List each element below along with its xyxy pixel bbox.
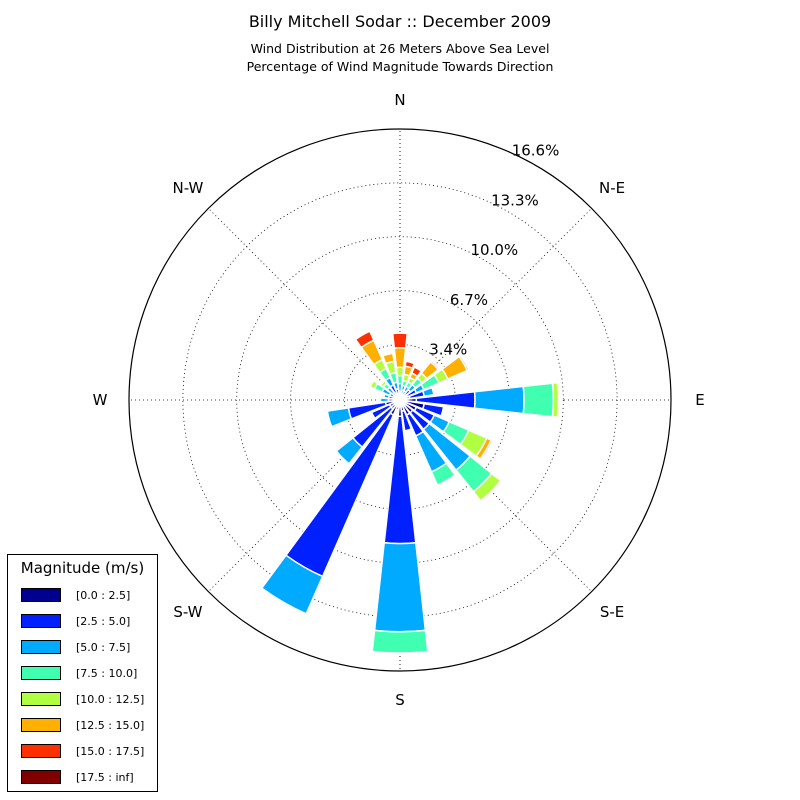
direction-label: N-E [599, 179, 625, 197]
legend-swatch [21, 692, 61, 706]
legend-label: [15.0 : 17.5] [76, 745, 145, 758]
rose-bar-segment [522, 382, 555, 418]
legend-label: [2.5 : 5.0] [76, 615, 131, 628]
rose-bar-segment [260, 554, 324, 615]
legend: Magnitude (m/s) [0.0 : 2.5] [2.5 : 5.0] … [7, 554, 158, 792]
rose-bar-segment [335, 436, 364, 465]
legend-label: [17.5 : inf] [76, 771, 134, 784]
legend-label: [12.5 : 15.0] [76, 719, 145, 732]
rose-bar-segment [376, 396, 380, 404]
direction-label: S-E [600, 603, 624, 621]
rose-bar-segment [367, 378, 375, 388]
rose-bar-segment [421, 386, 435, 398]
direction-label: S [395, 691, 405, 709]
rose-bar-segment [326, 407, 353, 428]
chart-subtitle-description: Percentage of Wind Magnitude Towards Dir… [246, 59, 554, 74]
legend-label: [7.5 : 10.0] [76, 667, 138, 680]
legend-swatch [21, 666, 61, 680]
legend-swatch [21, 640, 61, 654]
radial-tick-label: 10.0% [471, 241, 519, 259]
legend-swatch [21, 744, 61, 758]
radial-tick-label: 16.6% [512, 142, 560, 160]
radial-gridline [208, 208, 401, 401]
direction-label: W [93, 391, 108, 409]
radial-tick-label: 3.4% [429, 341, 467, 359]
direction-label: S-W [173, 603, 202, 621]
rose-bar-segment [473, 385, 525, 415]
rose-bar-segment [373, 541, 427, 633]
legend-title: Magnitude (m/s) [20, 559, 145, 577]
legend-swatch [21, 588, 61, 602]
chart-subtitle-height: Wind Distribution at 26 Meters Above Sea… [250, 41, 550, 56]
rose-bar-segment [395, 366, 405, 377]
direction-label: N [394, 91, 405, 109]
rose-bar-segment [354, 330, 375, 349]
rose-bar-segment [391, 332, 409, 349]
legend-label: [10.0 : 12.5] [76, 693, 145, 706]
rose-bar-segment [429, 359, 441, 371]
direction-label: E [695, 391, 704, 409]
rose-bar-segment [370, 403, 392, 420]
outer-ring [128, 128, 672, 672]
rose-bar-segment [383, 415, 417, 545]
rose-bar-segment [379, 379, 388, 388]
legend-label: [5.0 : 7.5] [76, 641, 131, 654]
rose-bar-segment [381, 352, 395, 365]
legend-swatch [21, 718, 61, 732]
radial-tick-label: 6.7% [450, 291, 488, 309]
rose-bar-segment [558, 381, 563, 419]
rose-bar-segment [472, 472, 502, 502]
rose-bar-segment [393, 347, 407, 369]
rose-bar-segment [410, 366, 423, 378]
rose-bar-segment [404, 360, 416, 370]
rose-bar-segment [371, 629, 429, 654]
rose-bar-segment [284, 412, 395, 578]
rose-bar-segment [400, 409, 413, 432]
legend-swatch [21, 614, 61, 628]
rose-bar-segment [458, 354, 470, 372]
rose-bar-segment [421, 402, 445, 417]
rose-bar-segment [430, 462, 457, 487]
rose-bar-segment [479, 438, 494, 461]
legend-label: [0.0 : 2.5] [76, 589, 131, 602]
chart-title: Billy Mitchell Sodar :: December 2009 [248, 12, 552, 31]
radial-tick-label: 13.3% [491, 191, 539, 209]
direction-label: N-W [172, 179, 203, 197]
legend-swatch [21, 770, 61, 784]
